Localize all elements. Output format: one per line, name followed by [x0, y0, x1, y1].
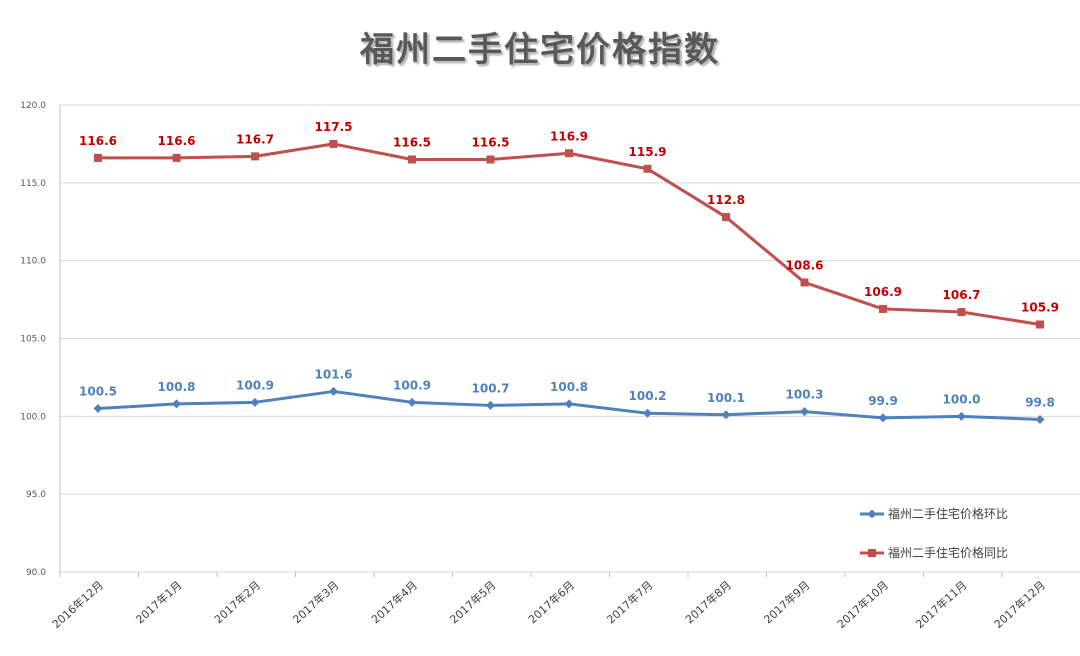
series-point [329, 386, 338, 396]
series-point [251, 152, 259, 161]
x-tick-label: 2017年10月 [834, 578, 891, 631]
data-label: 100.2 [629, 389, 667, 403]
data-label: 105.9 [1021, 300, 1059, 314]
x-tick-label: 2017年3月 [290, 578, 342, 627]
series-point [643, 408, 652, 418]
x-tick-label: 2016年12月 [49, 578, 106, 631]
data-label: 115.9 [629, 145, 667, 159]
data-label: 106.9 [864, 285, 902, 299]
series-point [407, 397, 417, 407]
data-label: 100.3 [786, 388, 824, 402]
series-point [486, 155, 495, 164]
data-label: 100.9 [236, 378, 274, 392]
series-point [878, 413, 888, 423]
series-point [957, 411, 966, 421]
series-point [408, 155, 416, 164]
series-point [250, 397, 260, 407]
data-label: 99.9 [868, 394, 898, 408]
y-tick-label: 90.0 [26, 568, 46, 578]
series-point [329, 139, 338, 148]
data-label: 100.0 [943, 392, 981, 406]
x-tick-label: 2017年12月 [991, 578, 1048, 631]
y-tick-label: 95.0 [26, 490, 46, 500]
data-labels: 100.5 100.8 100.9 101.6 100.9 100.7 100.8 100.2… [79, 120, 1059, 410]
y-tick-label: 100.0 [20, 412, 46, 422]
data-label: 116.5 [472, 135, 510, 149]
data-label: 116.7 [236, 132, 274, 146]
series-point [879, 304, 887, 313]
series-point [643, 164, 652, 173]
series-point [800, 278, 809, 287]
data-label: 116.9 [550, 129, 588, 143]
series-point [93, 404, 103, 414]
x-tick-label: 2017年1月 [133, 578, 185, 627]
series-point [565, 149, 573, 158]
legend-label: 福州二手住宅价格同比 [888, 545, 1008, 560]
x-tick-label: 2017年7月 [604, 578, 656, 627]
series-point [564, 399, 574, 409]
data-label: 116.6 [79, 134, 117, 148]
data-label: 112.8 [707, 193, 745, 207]
series-point [486, 400, 495, 410]
legend-label: 福州二手住宅价格环比 [888, 506, 1008, 521]
series-point [1035, 414, 1045, 424]
data-label: 100.5 [79, 385, 117, 399]
x-tick-label: 2017年6月 [525, 578, 577, 627]
data-label: 108.6 [786, 258, 824, 272]
series-point [721, 410, 731, 420]
x-tick-label: 2017年5月 [447, 578, 499, 627]
chart-title: 福州二手住宅价格指数 [360, 30, 720, 70]
data-label: 100.9 [393, 378, 431, 392]
x-tick-label: 2017年2月 [211, 578, 263, 627]
legend-swatch-marker [867, 509, 877, 519]
x-tick-label: 2017年8月 [682, 578, 734, 627]
y-tick-label: 120.0 [20, 101, 46, 111]
data-label: 117.5 [315, 120, 353, 134]
series-point [94, 153, 102, 162]
data-label: 116.5 [393, 135, 431, 149]
x-tick-label: 2017年4月 [368, 578, 420, 627]
y-tick-label: 105.0 [20, 335, 46, 345]
legend-swatch-marker [868, 549, 876, 557]
series-point [800, 407, 809, 417]
data-label: 106.7 [943, 288, 981, 302]
x-tick-label: 2017年9月 [761, 578, 813, 627]
data-label: 99.8 [1025, 395, 1055, 409]
data-label: 100.1 [707, 391, 745, 405]
data-label: 116.6 [158, 134, 196, 148]
x-tick-label: 2017年11月 [913, 578, 970, 631]
data-label: 101.6 [315, 367, 353, 381]
series-point [957, 308, 966, 317]
y-tick-label: 110.0 [20, 257, 46, 267]
data-label: 100.7 [472, 381, 510, 395]
series-point [172, 153, 181, 162]
series-point [722, 213, 730, 222]
data-label: 100.8 [158, 380, 196, 394]
series-point [1036, 320, 1044, 329]
series-point [172, 399, 181, 409]
series-lines [93, 139, 1045, 424]
data-label: 100.8 [550, 380, 588, 394]
gridlines [60, 104, 1080, 573]
y-tick-label: 115.0 [20, 179, 46, 189]
